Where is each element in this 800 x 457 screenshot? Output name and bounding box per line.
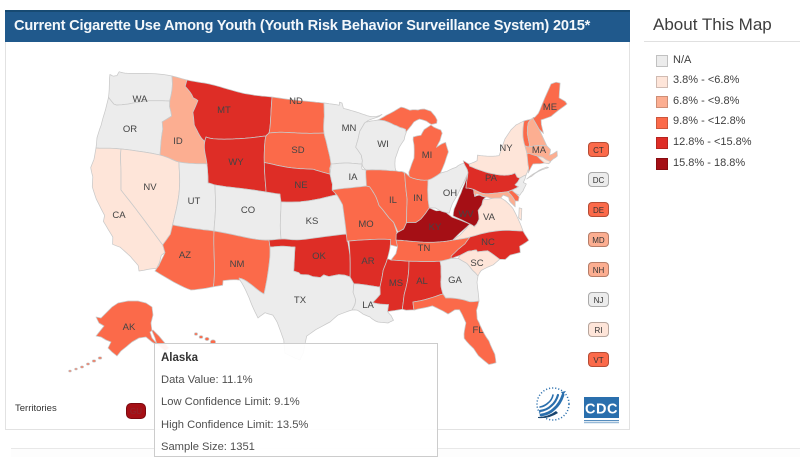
svg-text:NV: NV — [143, 182, 157, 193]
svg-text:KY: KY — [429, 222, 442, 233]
svg-text:CDC: CDC — [585, 402, 618, 418]
svg-text:MO: MO — [358, 219, 373, 230]
svg-text:OR: OR — [123, 124, 137, 135]
svg-text:UT: UT — [188, 196, 201, 207]
svg-text:WI: WI — [377, 139, 389, 150]
svg-text:MA: MA — [532, 145, 547, 156]
svg-text:TX: TX — [294, 295, 307, 306]
svg-text:SC: SC — [470, 258, 483, 269]
svg-text:LA: LA — [362, 300, 374, 311]
svg-text:AR: AR — [361, 256, 374, 267]
svg-text:AL: AL — [416, 276, 428, 287]
svg-text:MN: MN — [342, 123, 357, 134]
svg-text:KS: KS — [306, 216, 319, 227]
svg-text:AK: AK — [123, 322, 136, 333]
svg-text:NM: NM — [230, 259, 245, 270]
svg-text:PA: PA — [485, 173, 498, 184]
svg-text:NE: NE — [294, 180, 307, 191]
svg-text:OK: OK — [312, 251, 326, 262]
svg-text:IA: IA — [349, 172, 359, 183]
svg-text:WA: WA — [133, 94, 149, 105]
svg-text:IL: IL — [389, 195, 397, 206]
svg-text:IN: IN — [413, 193, 423, 204]
svg-text:NC: NC — [481, 237, 495, 248]
svg-text:WV: WV — [458, 209, 474, 220]
svg-text:WY: WY — [228, 157, 244, 168]
svg-text:AZ: AZ — [179, 250, 191, 261]
svg-text:GA: GA — [448, 275, 462, 286]
svg-text:TN: TN — [418, 243, 431, 254]
svg-text:FL: FL — [472, 325, 483, 336]
svg-text:VA: VA — [483, 212, 496, 223]
svg-text:MT: MT — [217, 105, 231, 116]
svg-text:ID: ID — [173, 136, 183, 147]
svg-text:ND: ND — [289, 96, 303, 107]
svg-text:SD: SD — [291, 145, 304, 156]
svg-text:NY: NY — [499, 143, 513, 154]
svg-text:MS: MS — [389, 278, 403, 289]
svg-text:CO: CO — [241, 205, 255, 216]
svg-text:ME: ME — [543, 102, 557, 113]
svg-text:MI: MI — [422, 150, 433, 161]
svg-text:CA: CA — [112, 210, 126, 221]
svg-text:OH: OH — [443, 188, 457, 199]
